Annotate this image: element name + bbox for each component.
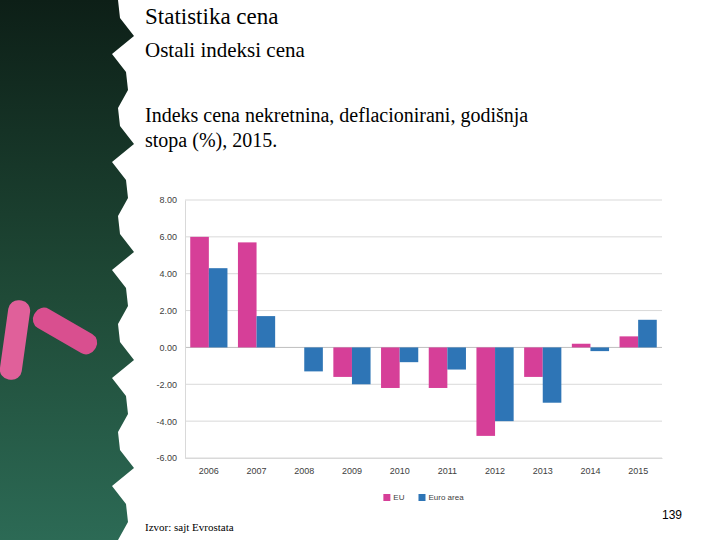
- source: Izvor: sajt Evrostata: [145, 521, 234, 533]
- bar: [257, 316, 276, 347]
- grid-line: [185, 236, 662, 237]
- bar: [381, 347, 400, 388]
- tick-label: 2015: [628, 466, 648, 476]
- tick: -6.00: [156, 453, 185, 463]
- heading: Statistika cena: [145, 4, 279, 29]
- caption: stopa (%), 2015.: [145, 129, 277, 152]
- tick-label: 2.00: [159, 306, 177, 316]
- grid-line: [185, 200, 662, 201]
- bar: [304, 347, 323, 371]
- grid-line: [185, 384, 662, 385]
- bar: [190, 237, 209, 348]
- bar: [238, 242, 257, 347]
- axis-line: [186, 458, 663, 459]
- tick: 0.00: [159, 343, 185, 353]
- tick-label: 0.00: [159, 343, 177, 353]
- tick: 2011: [438, 458, 457, 476]
- y-axis: -6.00 -4.00 -2.00 0.00 2.00 4.00 6.00 8.00: [156, 195, 185, 463]
- tick: 2013: [533, 458, 553, 476]
- grid: [185, 200, 662, 458]
- page-number: 139: [662, 508, 682, 522]
- bar: [400, 347, 419, 362]
- tick-label: -4.00: [156, 417, 177, 427]
- tick: 4.00: [159, 269, 185, 279]
- tick-label: 2011: [438, 466, 457, 476]
- bar: [429, 347, 448, 388]
- grid-line: [185, 458, 662, 459]
- tick: 6.00: [159, 232, 185, 242]
- grid-line: [185, 421, 662, 422]
- bar: [495, 347, 514, 421]
- tick-label: 2013: [533, 466, 553, 476]
- bar: [352, 347, 371, 384]
- tick-label: 2009: [342, 466, 362, 476]
- tick: -4.00: [156, 417, 185, 427]
- chalk: [0, 299, 31, 381]
- tick-label: 2006: [199, 466, 219, 476]
- tick-label: 2014: [580, 466, 600, 476]
- bar: [543, 347, 562, 402]
- tick-label: 2007: [247, 466, 267, 476]
- bar: [209, 268, 228, 347]
- bar: [620, 336, 639, 347]
- tick-label: 2010: [390, 466, 410, 476]
- tick-label: -6.00: [156, 453, 177, 463]
- tick: -2.00: [156, 380, 185, 390]
- tick: 8.00: [159, 195, 185, 205]
- subheading: Ostali indeksi cena: [145, 38, 305, 62]
- chalkboard: [0, 0, 134, 540]
- bar: [447, 347, 466, 369]
- bar: [524, 347, 543, 376]
- tick: 2015: [628, 458, 648, 476]
- legend-item: Euro area: [418, 493, 464, 502]
- bar: [590, 347, 609, 351]
- tick-label: 8.00: [159, 195, 177, 205]
- tick-label: 4.00: [159, 269, 177, 279]
- tick: 2007: [247, 458, 267, 476]
- legend-swatch: [418, 494, 425, 501]
- tick: 2014: [580, 458, 600, 476]
- x-axis: 2006 2007 2008 2009 2010 2011 2012 2013 2014 2015: [186, 458, 663, 476]
- legend: EU Euro area: [383, 493, 464, 502]
- legend-swatch: [383, 494, 390, 501]
- bar: [572, 344, 591, 348]
- bar: [476, 347, 495, 435]
- bar: [638, 320, 657, 348]
- tick-label: 6.00: [159, 232, 177, 242]
- tick-label: 2008: [294, 466, 314, 476]
- tick-label: -2.00: [156, 380, 177, 390]
- tick: 2010: [390, 458, 410, 476]
- axis-line: [185, 201, 186, 459]
- tick: 2.00: [159, 306, 185, 316]
- tick: 2006: [199, 458, 219, 476]
- bar: [333, 347, 352, 376]
- tick-label: 2012: [485, 466, 505, 476]
- chalk: [29, 304, 101, 358]
- tick: 2008: [294, 458, 314, 476]
- legend-label: Euro area: [428, 493, 464, 502]
- caption: Indeks cena nekretnina, deflacionirani, …: [145, 104, 528, 127]
- bars: [190, 237, 657, 436]
- legend-item: EU: [383, 493, 404, 502]
- slide: Statistika cena Ostali indeksi cena Indeks…: [0, 0, 720, 540]
- tick: 2009: [342, 458, 362, 476]
- legend-label: EU: [393, 493, 404, 502]
- tick: 2012: [485, 458, 505, 476]
